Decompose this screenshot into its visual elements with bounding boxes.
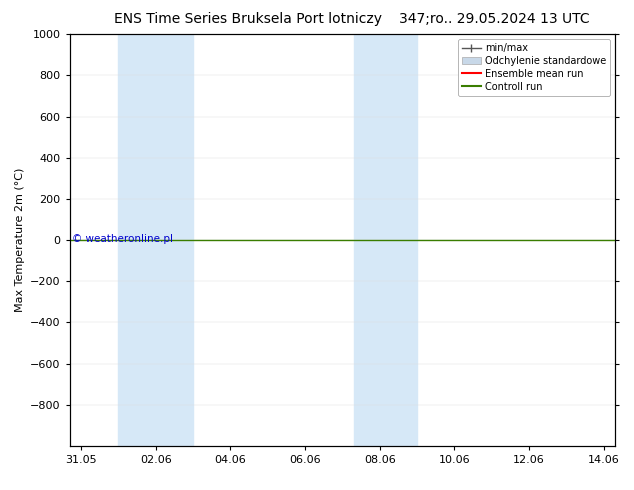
Legend: min/max, Odchylenie standardowe, Ensemble mean run, Controll run: min/max, Odchylenie standardowe, Ensembl…: [458, 39, 610, 96]
Y-axis label: Max Temperature 2m (°C): Max Temperature 2m (°C): [15, 168, 25, 312]
Text: © weatheronline.pl: © weatheronline.pl: [72, 234, 172, 244]
Bar: [119, 34, 193, 446]
Text: 347;ro.. 29.05.2024 13 UTC: 347;ro.. 29.05.2024 13 UTC: [399, 12, 590, 26]
Bar: [354, 34, 417, 446]
Text: ENS Time Series Bruksela Port lotniczy: ENS Time Series Bruksela Port lotniczy: [114, 12, 382, 26]
